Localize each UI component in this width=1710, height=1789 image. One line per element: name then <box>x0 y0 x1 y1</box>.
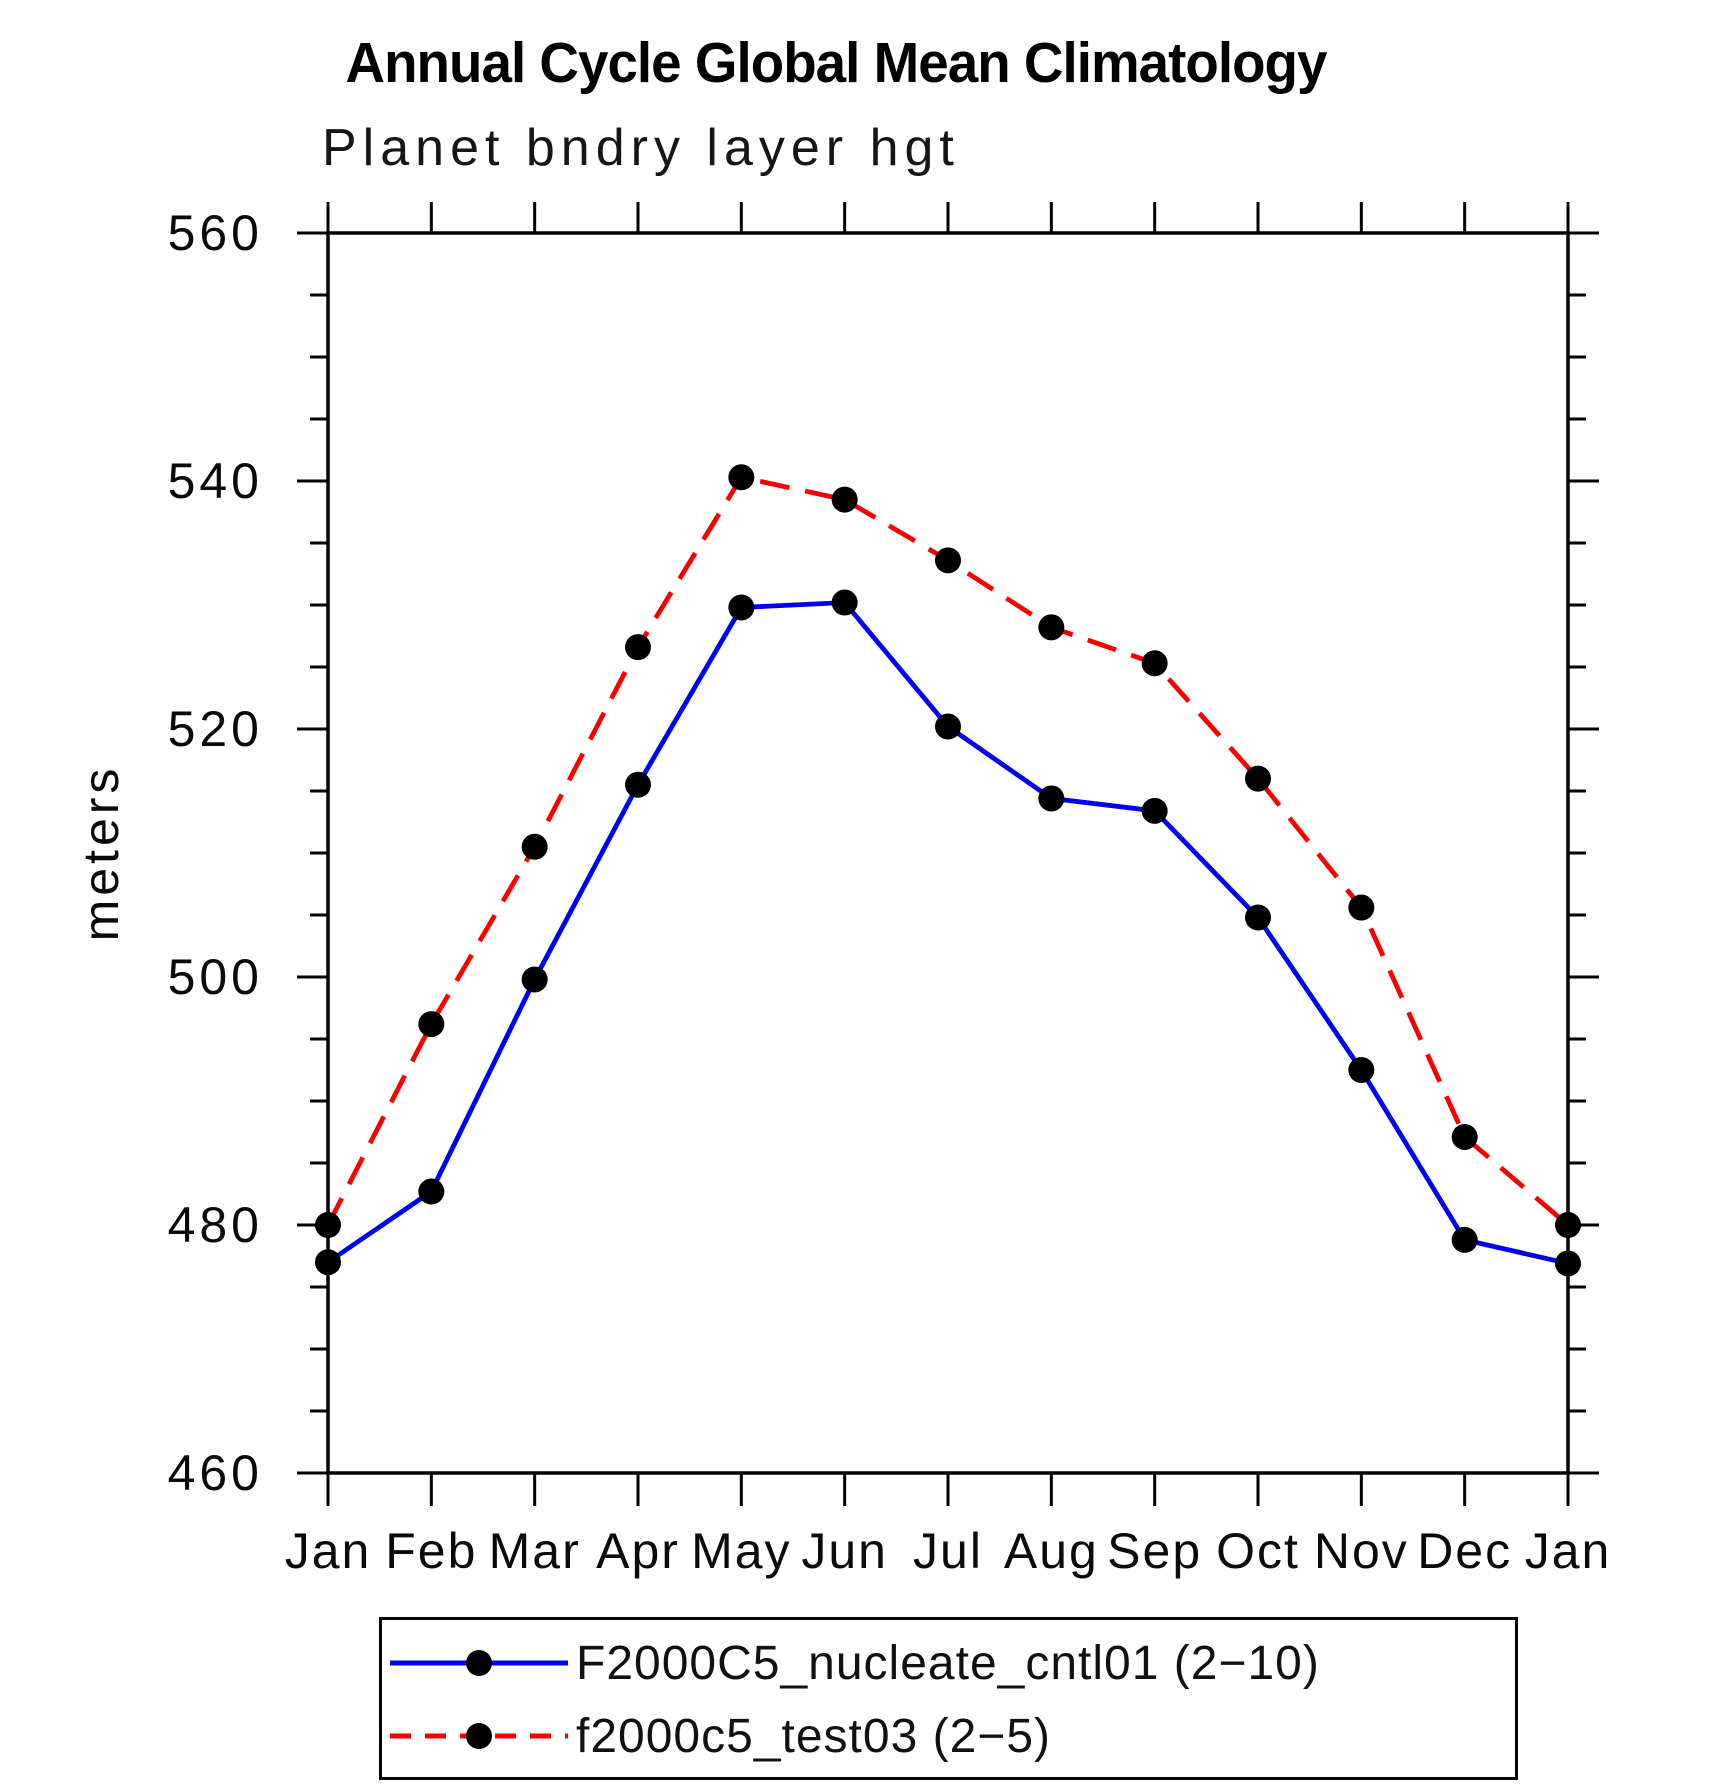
data-point-marker <box>625 634 651 661</box>
data-point-marker <box>1348 1057 1375 1083</box>
chart-title: Annual Cycle Global Mean Climatology <box>345 31 1328 95</box>
data-point-marker <box>1141 650 1168 677</box>
series-line-0 <box>326 600 1569 1266</box>
legend-item-series-1: f2000c5_test03 (2−5) <box>388 1710 1051 1763</box>
data-point-marker <box>935 547 961 574</box>
y-axis-tick-label: 480 <box>168 1197 263 1253</box>
data-point-marker <box>1451 1123 1478 1150</box>
x-axis-tick-label: Sep <box>1107 1523 1202 1579</box>
x-axis-tick-label: Mar <box>489 1523 581 1579</box>
x-axis-tick-label: Nov <box>1314 1523 1409 1579</box>
plot-frame <box>326 231 1570 1475</box>
data-point-marker <box>1141 797 1168 824</box>
y-axis-tick-label: 520 <box>168 701 263 757</box>
data-point-marker <box>1348 894 1375 921</box>
data-point-marker <box>1038 785 1065 812</box>
x-axis-tick-label: Oct <box>1216 1523 1300 1579</box>
data-point-marker <box>1245 904 1271 931</box>
x-axis-tick-label: Feb <box>385 1523 477 1579</box>
data-point-marker <box>728 464 755 491</box>
legend-label-series-0: F2000C5_nucleate_cntl01 (2−10) <box>576 1636 1320 1690</box>
x-axis-tick-label: Jun <box>801 1523 888 1579</box>
series-line-1 <box>325 474 1570 1227</box>
data-point-marker <box>831 589 858 616</box>
data-point-marker <box>1451 1226 1478 1253</box>
y-axis-tick-label: 560 <box>168 205 263 261</box>
chart-subtitle: Planet bndry layer hgt <box>322 119 960 177</box>
data-point-marker <box>1555 1250 1581 1277</box>
x-axis-tick-label: Aug <box>1004 1523 1099 1579</box>
data-point-marker <box>315 1249 341 1276</box>
data-point-marker <box>935 713 961 740</box>
data-point-marker <box>521 833 548 860</box>
data-point-marker <box>1555 1212 1581 1238</box>
y-axis-tick-label: 460 <box>168 1445 263 1501</box>
legend: F2000C5_nucleate_cntl01 (2−10) f2000c5_t… <box>379 1617 1518 1780</box>
x-axis-tick-label: Jul <box>913 1523 983 1579</box>
legend-item-series-0: F2000C5_nucleate_cntl01 (2−10) <box>388 1637 1320 1690</box>
data-point-marker <box>1245 765 1271 792</box>
y-axis-tick-label: 500 <box>168 949 263 1005</box>
data-point-marker <box>831 486 858 513</box>
data-point-marker <box>625 771 651 798</box>
x-axis-tick-label: May <box>691 1523 791 1579</box>
legend-marker-icon <box>466 1723 492 1749</box>
y-axis-tick-label: 540 <box>168 453 263 509</box>
data-point-marker <box>418 1178 445 1205</box>
data-point-marker <box>728 594 755 621</box>
x-axis-tick-label: Jan <box>285 1523 372 1579</box>
legend-solid-line-sample <box>390 1650 568 1676</box>
x-axis-tick-label: Jan <box>1525 1523 1612 1579</box>
y-axis-title: meters <box>73 765 129 942</box>
x-axis-tick-label: Dec <box>1417 1523 1512 1579</box>
data-point-marker <box>315 1212 341 1238</box>
legend-label-series-1: f2000c5_test03 (2−5) <box>576 1709 1051 1763</box>
data-point-marker <box>418 1011 445 1038</box>
legend-marker-icon <box>466 1650 492 1676</box>
data-point-marker <box>521 966 548 993</box>
data-point-marker <box>1038 614 1065 641</box>
x-axis-tick-label: Apr <box>596 1523 680 1579</box>
legend-dashed-line-sample <box>390 1723 568 1749</box>
